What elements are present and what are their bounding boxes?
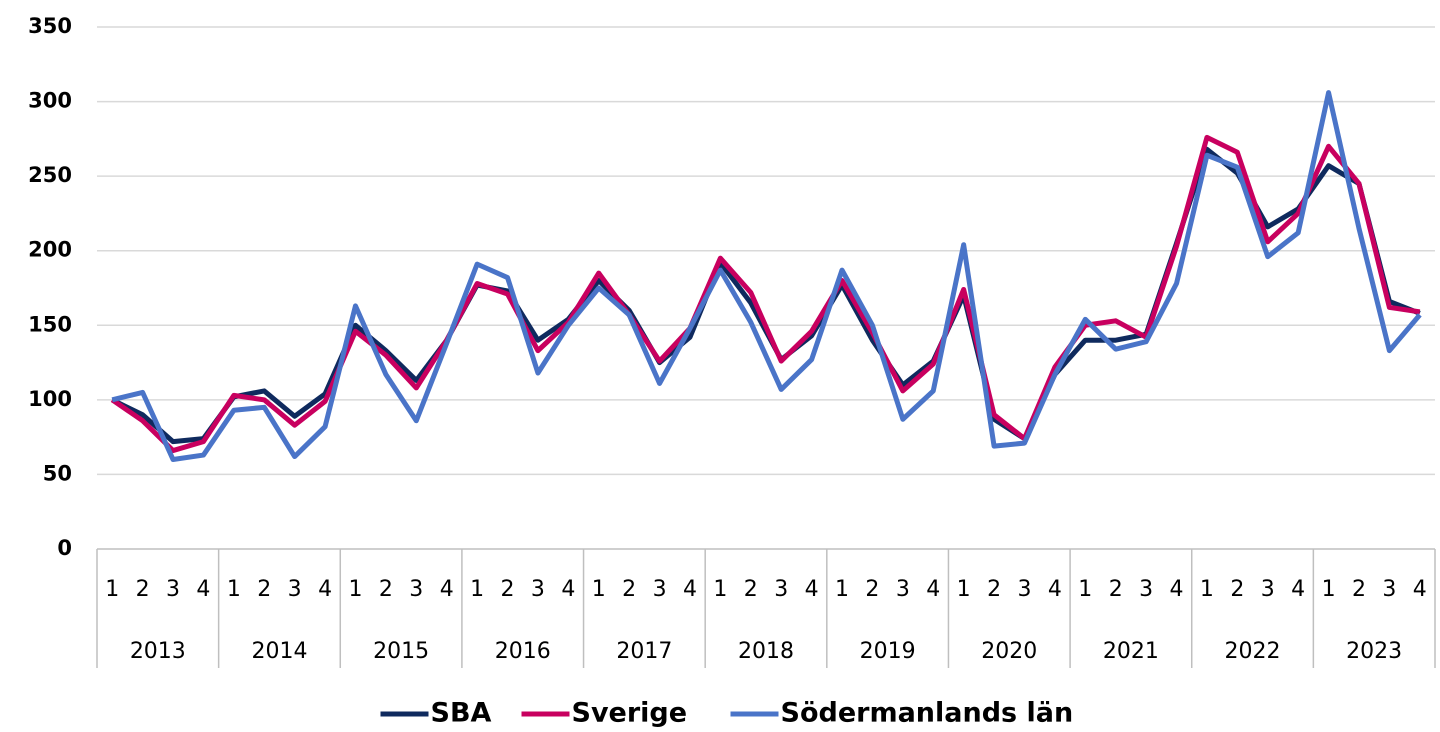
group-label: 2023	[1346, 639, 1402, 664]
x-tick-label: 1	[105, 577, 119, 602]
x-tick-label: 3	[653, 577, 667, 602]
x-tick-label: 2	[1352, 577, 1366, 602]
x-tick-label: 1	[835, 577, 849, 602]
x-tick-label: 2	[865, 577, 879, 602]
x-tick-label: 3	[896, 577, 910, 602]
x-tick-label: 4	[1170, 577, 1184, 602]
legend-label: Sverige	[572, 698, 688, 729]
x-tick-label: 4	[1413, 577, 1427, 602]
y-tick-label: 250	[28, 163, 72, 187]
series-line	[110, 134, 1421, 454]
x-tick-label: 3	[166, 577, 180, 602]
legend-label: SBA	[431, 698, 492, 729]
x-tick-label: 3	[409, 577, 423, 602]
x-tick-label: 4	[196, 577, 210, 602]
x-tick-label: 3	[288, 577, 302, 602]
x-tick-label: 2	[257, 577, 271, 602]
x-tick-label: 3	[531, 577, 545, 602]
group-label: 2018	[738, 639, 794, 664]
x-tick-label: 2	[744, 577, 758, 602]
x-tick-label: 3	[1261, 577, 1275, 602]
x-tick-label: 1	[227, 577, 241, 602]
x-tick-label: 4	[318, 577, 332, 602]
group-label: 2014	[251, 639, 307, 664]
x-tick-label: 2	[1109, 577, 1123, 602]
x-tick-label: 3	[1139, 577, 1153, 602]
y-tick-label: 200	[28, 238, 72, 262]
x-tick-label: 2	[1230, 577, 1244, 602]
legend-label: Södermanlands län	[781, 698, 1074, 729]
y-tick-label: 350	[28, 14, 72, 38]
x-tick-label: 2	[987, 577, 1001, 602]
x-tick-label: 4	[805, 577, 819, 602]
y-tick-label: 300	[28, 89, 72, 113]
y-tick-label: 100	[28, 387, 72, 411]
x-tick-label: 2	[379, 577, 393, 602]
x-tick-label: 1	[348, 577, 362, 602]
group-label: 2020	[981, 639, 1037, 664]
x-tick-label: 2	[622, 577, 636, 602]
x-tick-label: 4	[926, 577, 940, 602]
x-tick-label: 1	[592, 577, 606, 602]
group-label: 2021	[1103, 639, 1159, 664]
x-tick-label: 1	[1078, 577, 1092, 602]
x-tick-label: 4	[561, 577, 575, 602]
x-tick-label: 3	[1382, 577, 1396, 602]
x-tick-label: 2	[501, 577, 515, 602]
x-tick-label: 1	[470, 577, 484, 602]
x-tick-label: 2	[136, 577, 150, 602]
series-line	[111, 146, 1421, 445]
x-tick-label: 1	[957, 577, 971, 602]
group-label: 2013	[130, 639, 186, 664]
y-tick-label: 150	[28, 312, 72, 336]
x-tick-label: 3	[1017, 577, 1031, 602]
x-tick-label: 3	[774, 577, 788, 602]
group-label: 2016	[495, 639, 551, 664]
x-tick-label: 4	[683, 577, 697, 602]
x-tick-label: 1	[1322, 577, 1336, 602]
x-tick-label: 4	[1048, 577, 1062, 602]
group-label: 2017	[616, 639, 672, 664]
group-label: 2019	[860, 639, 916, 664]
series-line	[111, 90, 1422, 463]
x-tick-label: 1	[713, 577, 727, 602]
x-tick-label: 1	[1200, 577, 1214, 602]
x-tick-label: 4	[440, 577, 454, 602]
y-tick-label: 50	[43, 461, 72, 485]
y-tick-label: 0	[57, 536, 72, 560]
group-label: 2022	[1225, 639, 1281, 664]
group-label: 2015	[373, 639, 429, 664]
x-tick-label: 4	[1291, 577, 1305, 602]
